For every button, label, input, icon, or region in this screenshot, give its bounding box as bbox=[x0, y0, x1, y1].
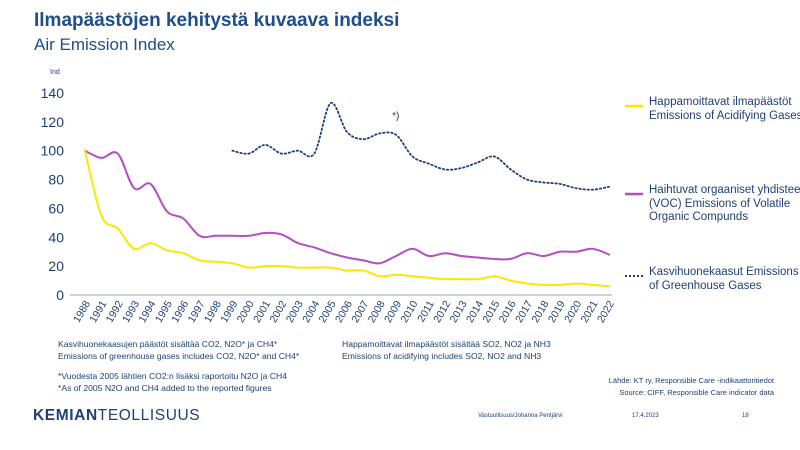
y-tick-label: 140 bbox=[41, 85, 65, 101]
y-tick-label: 0 bbox=[56, 287, 64, 303]
y-tick-label: 120 bbox=[41, 114, 65, 130]
note-ghg-composition: Kasvihuonekaasujen päästöt sisältää CO2,… bbox=[58, 339, 299, 362]
footnote: *Vuodesta 2005 lähtien CO2:n lisäksi rap… bbox=[58, 371, 287, 394]
page-title: Ilmapäästöjen kehitystä kuvaava indeksi bbox=[34, 10, 400, 31]
note-ghg-en: Emissions of greenhouse gases includes C… bbox=[58, 350, 300, 361]
legend-item-acidifying: Happamoittavat ilmapäästöt Emissions of … bbox=[625, 96, 800, 123]
legend-item-voc: Haihtuvat orgaaniset yhdisteet (VOC) Emi… bbox=[625, 184, 800, 225]
footer-page-number: 18 bbox=[742, 413, 749, 419]
brand-logo: KEMIANTEOLLISUUS bbox=[33, 407, 200, 425]
chart-annotation: *) bbox=[392, 111, 399, 122]
note-acid-en: Emissions of acidifying includes SO2, NO… bbox=[342, 350, 542, 361]
legend-swatch-acidifying bbox=[625, 104, 643, 108]
source-fi: Lähde: KT ry, Responsible Care -indikaat… bbox=[608, 376, 774, 385]
y-tick-label: 20 bbox=[48, 258, 64, 274]
page-subtitle: Air Emission Index bbox=[34, 35, 175, 54]
legend-label-acidifying: Happamoittavat ilmapäästöt Emissions of … bbox=[649, 96, 800, 122]
legend-swatch-voc bbox=[625, 192, 643, 196]
source-note: Lähde: KT ry, Responsible Care -indikaat… bbox=[609, 375, 774, 398]
legend-label-voc: Haihtuvat orgaaniset yhdisteet (VOC) Emi… bbox=[649, 184, 800, 223]
y-tick-label: 100 bbox=[41, 143, 65, 159]
footnote-fi: *Vuodesta 2005 lähtien CO2:n lisäksi rap… bbox=[58, 371, 287, 381]
note-acid-fi: Happamoittavat ilmapäästöt sisältää SO2,… bbox=[342, 339, 551, 349]
source-en: Source: CIFF, Responsible Care indicator… bbox=[619, 387, 774, 397]
series-line-1 bbox=[84, 149, 610, 265]
legend-swatch-ghg bbox=[625, 275, 643, 277]
series-line-2 bbox=[231, 102, 610, 191]
footnote-en: *As of 2005 N2O and CH4 added to the rep… bbox=[58, 382, 272, 393]
brand-logo-bold: KEMIAN bbox=[33, 407, 98, 424]
brand-logo-light: TEOLLISUUS bbox=[97, 407, 201, 424]
x-tick-label: 2022 bbox=[595, 299, 617, 325]
y-axis-unit-label: Ind bbox=[50, 69, 60, 76]
legend-item-ghg: Kasvihuonekaasut Emissions of Greenhouse… bbox=[625, 266, 800, 293]
series-line-0 bbox=[84, 149, 610, 288]
footer-date: 17.4.2023 bbox=[632, 413, 659, 419]
y-tick-label: 60 bbox=[48, 200, 64, 216]
legend-label-ghg: Kasvihuonekaasut Emissions of Greenhouse… bbox=[649, 266, 799, 292]
y-tick-label: 80 bbox=[48, 172, 64, 188]
note-ghg-fi: Kasvihuonekaasujen päästöt sisältää CO2,… bbox=[58, 339, 278, 349]
note-acid-composition: Happamoittavat ilmapäästöt sisältää SO2,… bbox=[342, 339, 551, 362]
y-tick-label: 40 bbox=[48, 229, 64, 245]
x-tick-label: 2010 bbox=[398, 299, 420, 325]
footer-author: Vastuullisuus/Johanna Pentjärvi bbox=[478, 413, 563, 419]
